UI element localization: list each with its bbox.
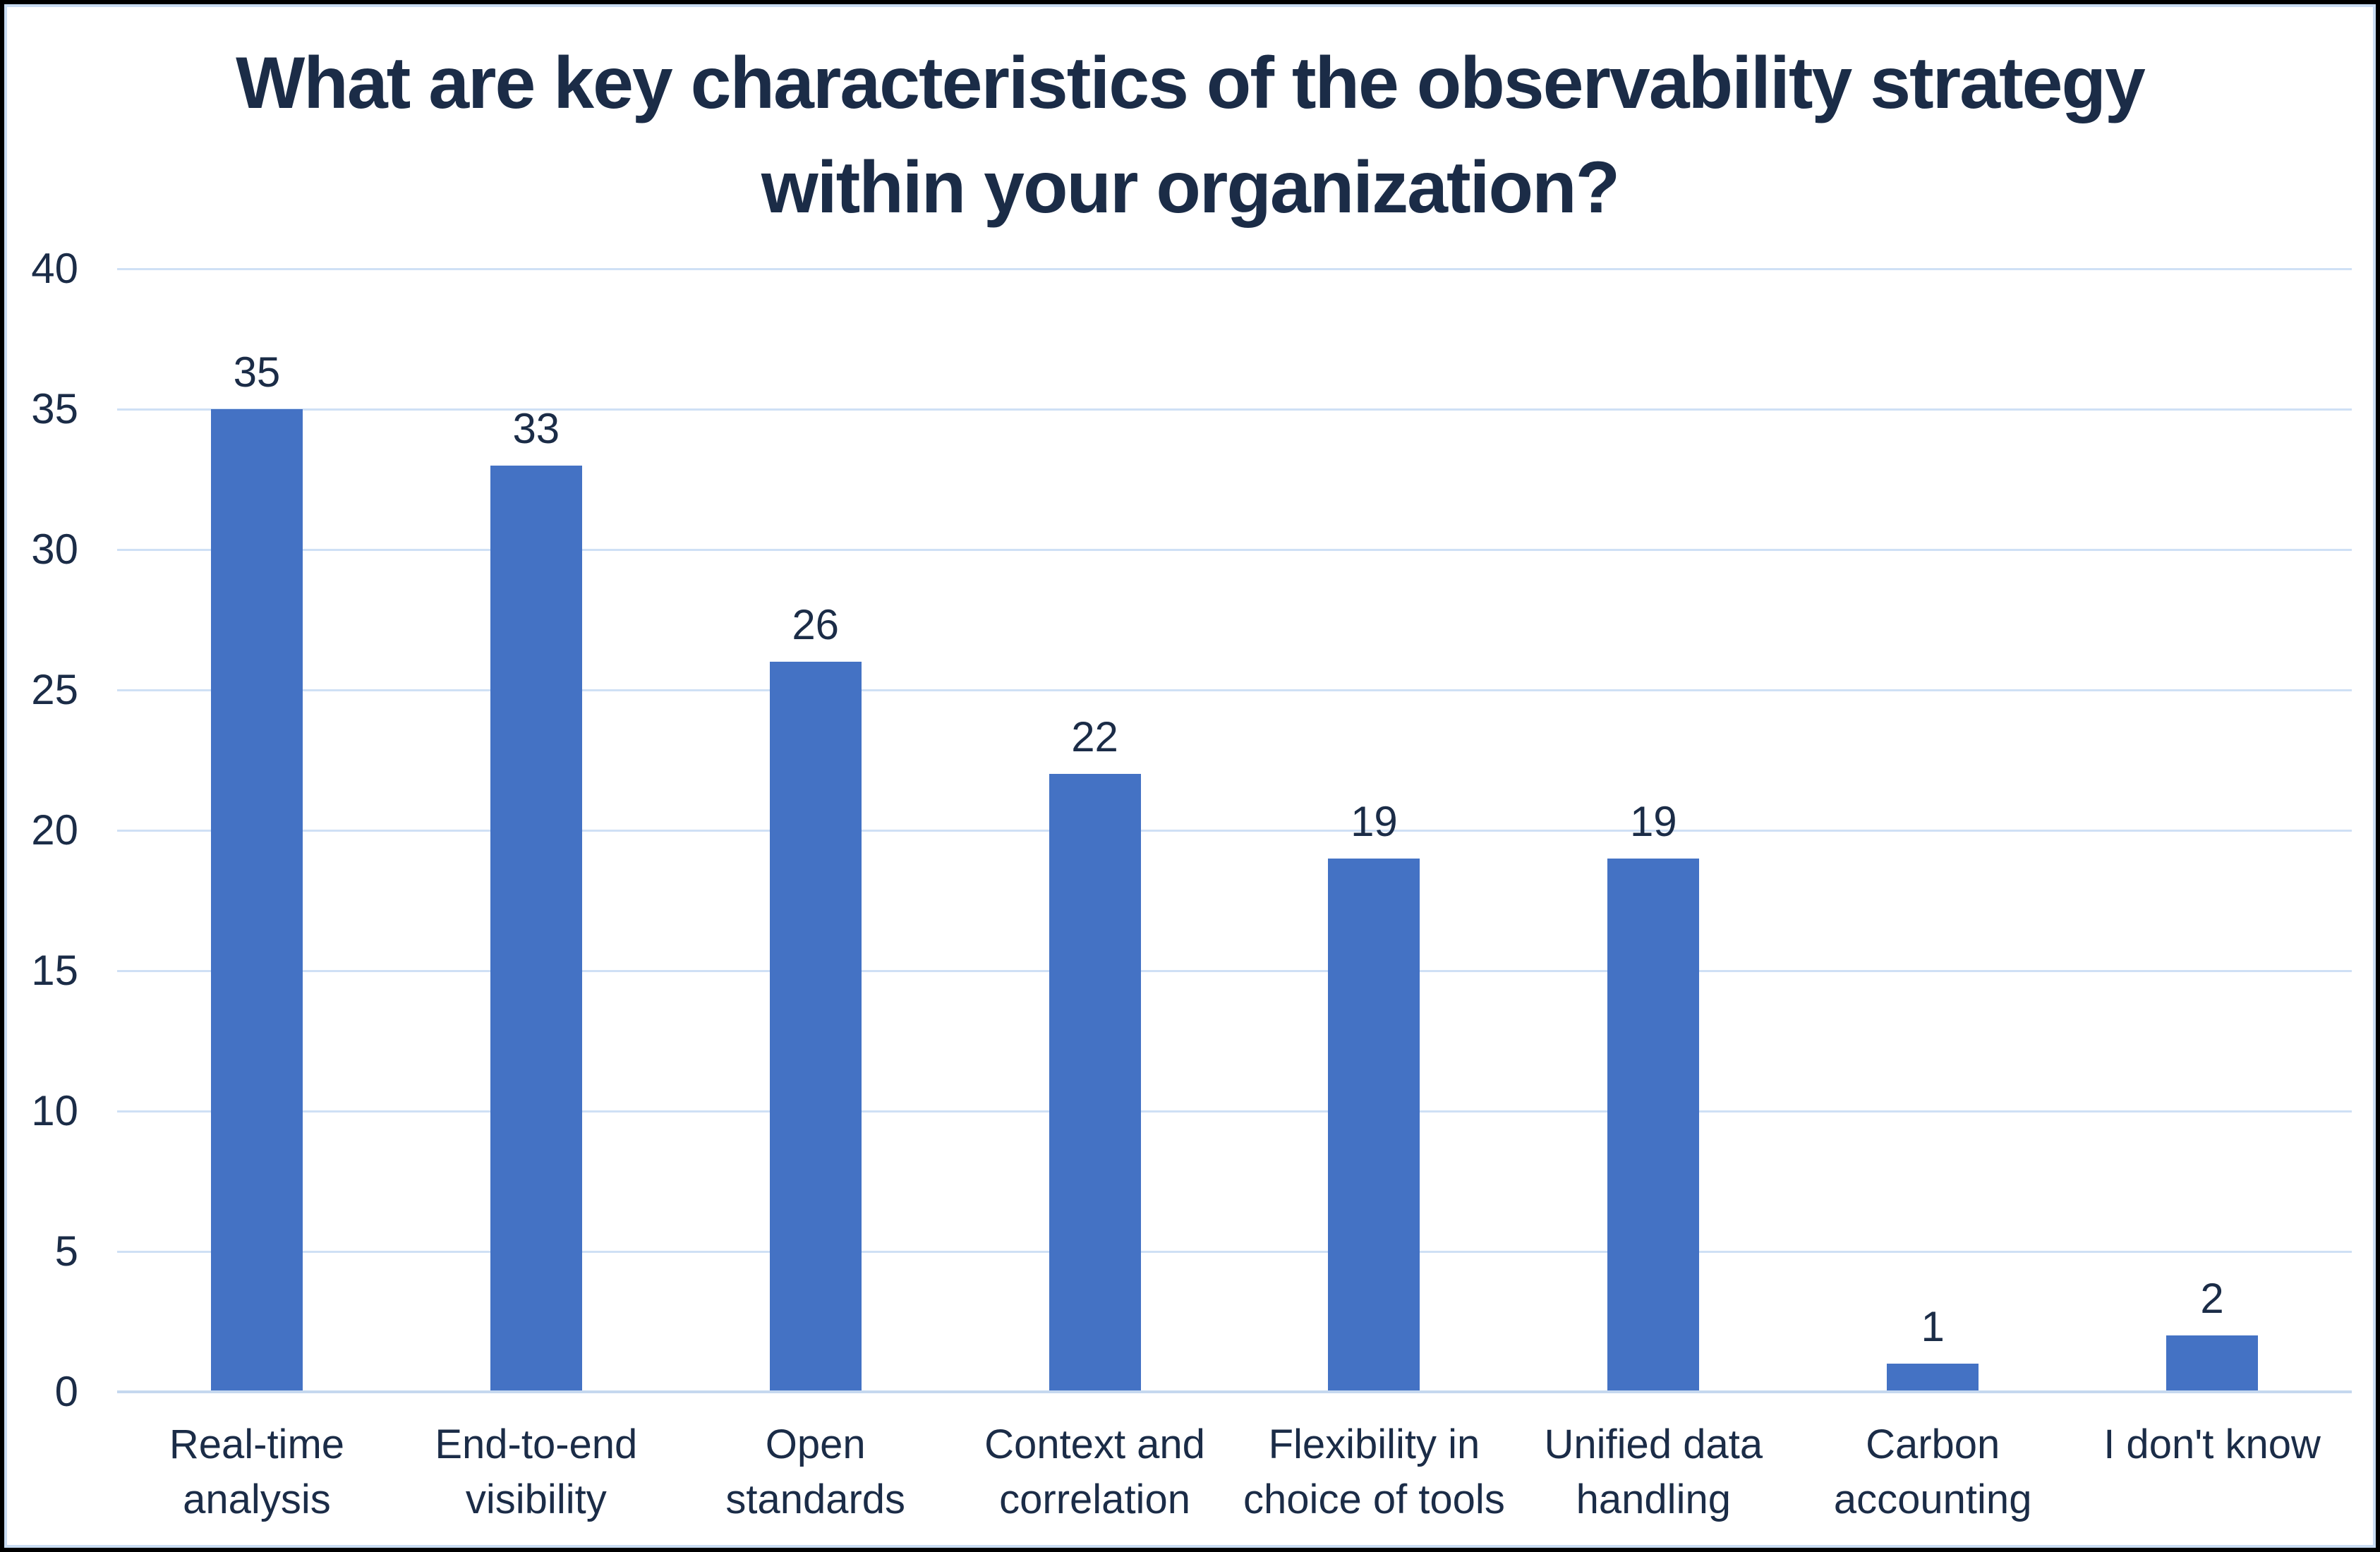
bar-column: 19 (1235, 269, 1514, 1392)
bar (1887, 1364, 1979, 1392)
y-tick-label: 20 (31, 806, 78, 854)
chart-title-line2: within your organization? (761, 147, 1620, 229)
bar-value-label: 1 (1921, 1303, 1945, 1351)
x-category-label: Open standards (676, 1417, 955, 1527)
x-category-line: handling (1576, 1477, 1731, 1522)
bar-value-label: 19 (1629, 797, 1677, 845)
x-axis-labels: Real-time analysis End-to-end visibility Ope… (117, 1417, 2352, 1527)
y-tick-label: 30 (31, 526, 78, 573)
gridline (117, 1110, 2352, 1113)
gridline (117, 408, 2352, 411)
x-category-label: Unified data handling (1514, 1417, 1793, 1527)
x-category-label: Flexibility in choice of tools (1235, 1417, 1514, 1527)
bar-column: 35 (117, 269, 397, 1392)
x-category-line: visibility (465, 1477, 607, 1522)
y-tick-label: 35 (31, 385, 78, 432)
x-category-line: Real-time (169, 1421, 345, 1467)
bar-value-label: 26 (792, 601, 840, 649)
x-category-label: Carbon accounting (1793, 1417, 2072, 1527)
gridline (117, 969, 2352, 972)
x-category-line: End-to-end (435, 1421, 638, 1467)
x-category-line: I don't know (2103, 1421, 2321, 1467)
y-axis-labels: 40 35 30 25 20 15 10 5 0 (4, 248, 78, 1413)
bar-column: 22 (955, 269, 1235, 1392)
bar-value-label: 35 (233, 348, 281, 396)
bar (1049, 774, 1141, 1392)
y-tick-label: 0 (54, 1368, 78, 1415)
x-category-line: Carbon (1866, 1421, 2000, 1467)
y-tick-label: 25 (31, 666, 78, 713)
x-category-label: Real-time analysis (117, 1417, 397, 1527)
x-category-line: Flexibility in (1268, 1421, 1480, 1467)
x-category-line: analysis (183, 1477, 331, 1522)
bar (1328, 858, 1420, 1392)
bar-value-label: 33 (512, 404, 560, 452)
bar (2166, 1335, 2259, 1392)
bar (490, 465, 582, 1392)
bar-column: 2 (2072, 269, 2352, 1392)
bar-value-label: 22 (1071, 713, 1118, 761)
bar-column: 19 (1514, 269, 1793, 1392)
plot-area: 40 35 30 25 20 15 10 5 0 35 33 26 22 19 19 1 2 (31, 248, 2352, 1413)
x-category-line: Unified data (1544, 1421, 1763, 1467)
y-tick-label: 40 (31, 245, 78, 292)
bar (210, 409, 303, 1392)
x-category-line: standards (725, 1477, 906, 1522)
y-tick-label: 15 (31, 947, 78, 994)
x-category-label: End-to-end visibility (397, 1417, 676, 1527)
y-tick-label: 10 (31, 1087, 78, 1134)
bar-value-label: 19 (1351, 797, 1398, 845)
x-category-line: Context and (984, 1421, 1205, 1467)
bar-column: 1 (1793, 269, 2072, 1392)
x-category-line: accounting (1833, 1477, 2032, 1522)
bar-value-label: 2 (2200, 1275, 2224, 1323)
gridline (117, 829, 2352, 832)
gridline (117, 689, 2352, 691)
x-axis-line (117, 1390, 2352, 1393)
bars: 35 33 26 22 19 19 1 2 (117, 269, 2352, 1392)
bar-column: 26 (676, 269, 955, 1392)
bar (1607, 858, 1700, 1392)
y-tick-label: 5 (54, 1227, 78, 1275)
bar-column: 33 (397, 269, 676, 1392)
gridline (117, 1250, 2352, 1253)
gridline (117, 548, 2352, 551)
bar (769, 662, 862, 1392)
x-category-label: I don't know (2072, 1417, 2352, 1527)
chart-title: What are key characteristics of the obse… (4, 31, 2376, 240)
x-category-label: Context and correlation (955, 1417, 1235, 1527)
chart-title-line1: What are key characteristics of the obse… (236, 42, 2146, 124)
x-category-line: Open (765, 1421, 866, 1467)
gridline (117, 267, 2352, 270)
x-category-line: choice of tools (1243, 1477, 1505, 1522)
x-category-line: correlation (999, 1477, 1190, 1522)
